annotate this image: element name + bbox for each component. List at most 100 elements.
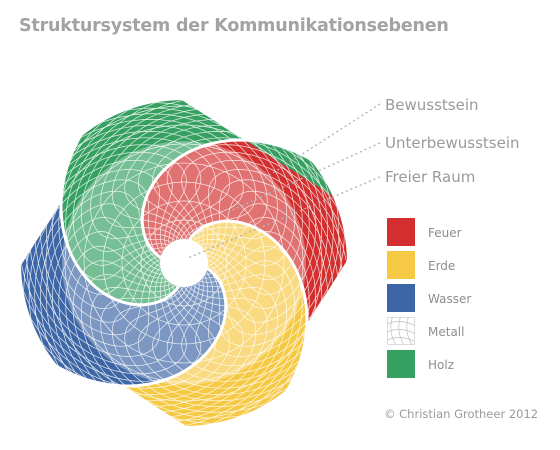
mesh-line [137,285,339,395]
mesh-line [206,169,340,340]
mesh-ring [45,124,323,402]
metall-mesh-lines [21,100,347,426]
copyright-credit: © Christian Grotheer 2012 [384,407,539,421]
mesh-line [181,242,347,375]
mesh-line [100,113,285,240]
mesh-line [206,186,340,357]
legend-swatch-holz [387,350,415,378]
mesh-line [34,179,161,364]
mesh-line [21,151,187,284]
mesh-line [58,231,164,426]
mesh-ring [121,200,247,326]
center-hole [160,239,208,287]
segment-feuer-inner [142,141,306,385]
mesh-line [72,100,205,266]
layer-label-bewusstsein: Bewusstsein [385,96,479,114]
mesh-line [204,231,310,426]
mesh-line [163,260,296,426]
legend-swatch-wasser [387,284,415,312]
legend-swatch-erde [387,251,415,279]
mesh-line [45,122,161,323]
mesh-line [107,285,278,419]
mesh-line [207,122,323,323]
mesh-line [21,271,202,382]
mesh-line [100,286,285,413]
layer-label-freier-raum: Freier Raum [385,168,476,186]
mesh-line [45,203,161,404]
legend-label-erde: Erde [428,259,456,273]
mesh-line [207,190,328,386]
segment-wasser-inner [62,141,226,385]
mesh-line [204,100,310,295]
mesh-line [207,162,334,347]
segment-border-feuer [140,138,320,259]
leader-lines [187,103,381,259]
mesh-line [181,151,347,284]
mesh-line [152,283,347,389]
mesh-ring [64,143,304,383]
mesh-line [65,100,176,281]
mesh-line [124,124,325,240]
mesh-line [21,137,216,243]
mesh-line [192,100,303,281]
mesh-ring [102,181,266,345]
segment-border-erde [188,219,309,399]
segment-erde-inner [62,221,306,385]
legend-label-holz: Holz [428,358,454,372]
mesh-line [111,119,307,240]
mesh-line [43,124,244,240]
mesh-line [23,213,173,367]
mesh-line [61,286,257,407]
mesh-line [43,286,244,402]
mesh-ring [140,219,228,307]
mesh-line [152,137,347,243]
diagram-title: Struktursystem der Kommunikationsebenen [19,16,449,36]
mesh-line [166,271,347,382]
element-segments-inner [62,141,306,385]
mesh-ring [83,162,285,364]
mesh-line [137,131,339,241]
mesh-line [192,245,303,426]
mesh-line [21,242,187,375]
mesh-line [21,144,202,255]
mesh-line [83,286,268,413]
mesh-line [40,140,161,336]
segment-border-holz [59,127,180,307]
legend-swatch-metall [384,314,418,348]
mesh-line [34,162,161,347]
metall-pattern-icon [384,314,418,348]
mesh-line [29,131,231,241]
mesh-line [207,203,323,404]
mesh-line [58,100,164,295]
mesh-line [107,107,278,241]
leader-line-unterbewusstsein [225,142,381,214]
segment-border-wasser [48,267,228,388]
mesh-line [134,274,288,424]
layer-label-unterbewusstsein: Unterbewusstsein [385,134,520,152]
leader-line-bewusstsein [261,103,381,181]
legend-label-metall: Metall [428,325,465,339]
mesh-line [206,108,316,310]
mesh-line [90,107,261,241]
mesh-line [163,100,296,266]
legend-swatch-feuer [387,218,415,246]
mesh-line [21,283,216,389]
mesh-ring [26,105,342,421]
mesh-line [28,169,162,340]
mesh-line [72,260,205,426]
mesh-line [83,113,268,240]
segment-holz-inner [62,141,306,305]
segment-borders [48,127,320,399]
mesh-line [206,216,316,418]
mesh-line [124,286,325,402]
legend-label-wasser: Wasser [428,292,472,306]
mesh-line [65,245,176,426]
mesh-line [52,108,162,310]
mesh-line [28,186,162,357]
mesh-line [80,102,234,252]
mesh-line [29,285,231,395]
mesh-line [90,285,261,419]
mesh-line [207,179,334,364]
mesh-line [52,216,162,418]
